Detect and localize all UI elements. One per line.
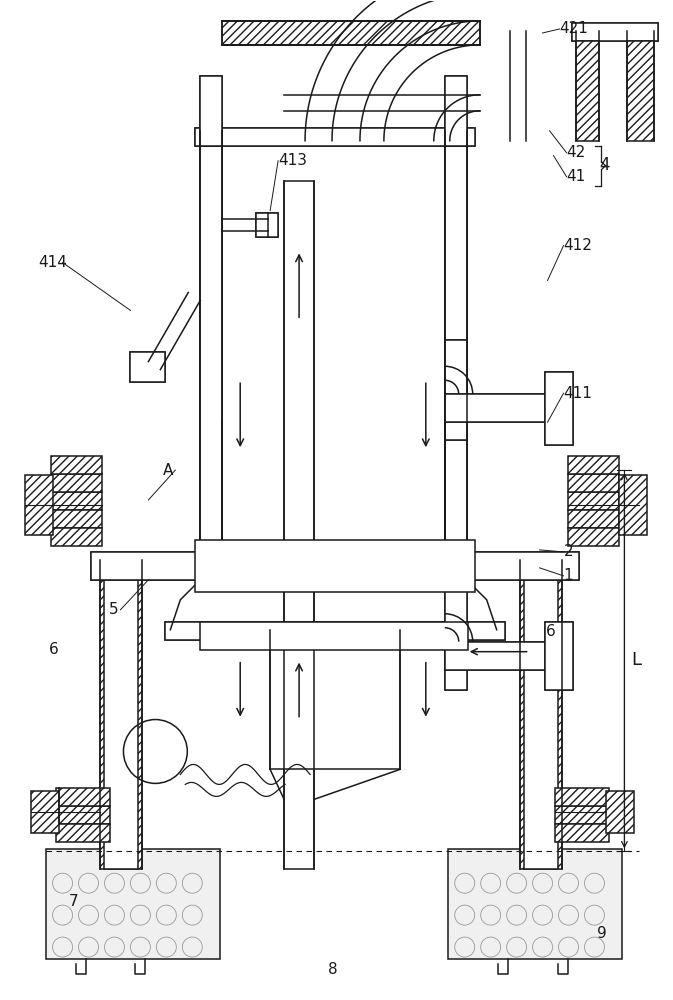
Bar xyxy=(56,788,110,806)
Bar xyxy=(445,76,467,146)
Bar xyxy=(131,352,166,382)
Bar xyxy=(166,622,505,640)
Bar xyxy=(555,788,610,806)
Bar xyxy=(50,510,102,528)
Bar xyxy=(56,824,110,842)
Bar xyxy=(90,552,579,580)
Bar xyxy=(104,560,139,869)
Bar xyxy=(90,552,579,580)
Bar xyxy=(222,21,480,45)
Bar xyxy=(445,642,565,670)
Text: 8: 8 xyxy=(328,962,338,977)
Bar xyxy=(50,492,102,510)
Bar xyxy=(195,128,474,146)
Bar xyxy=(222,21,480,45)
Bar xyxy=(31,791,59,833)
Bar xyxy=(46,849,220,959)
Bar xyxy=(445,642,565,670)
Bar xyxy=(520,560,561,869)
Bar xyxy=(445,131,467,560)
Bar xyxy=(50,456,102,474)
Bar xyxy=(445,131,467,560)
Bar xyxy=(571,23,658,41)
Bar xyxy=(445,394,569,422)
Bar xyxy=(201,76,222,146)
Bar xyxy=(448,849,623,959)
Bar xyxy=(201,76,222,146)
Text: 6: 6 xyxy=(48,642,59,657)
Bar xyxy=(567,528,619,546)
Bar xyxy=(256,213,278,237)
Bar xyxy=(445,76,467,146)
Bar xyxy=(50,528,102,546)
Bar xyxy=(575,41,600,141)
Text: 414: 414 xyxy=(38,255,67,270)
Bar xyxy=(50,474,102,492)
Bar xyxy=(25,475,52,535)
Text: 413: 413 xyxy=(278,153,307,168)
Bar xyxy=(256,213,278,237)
Bar xyxy=(100,560,143,869)
Bar xyxy=(166,622,505,640)
Text: 411: 411 xyxy=(563,386,592,401)
Bar xyxy=(567,492,619,510)
Bar xyxy=(270,630,400,769)
Bar xyxy=(555,824,610,842)
Text: 41: 41 xyxy=(567,169,586,184)
Bar xyxy=(445,340,467,440)
Bar xyxy=(544,372,573,445)
Bar xyxy=(284,181,314,869)
Bar xyxy=(606,791,635,833)
Text: 6: 6 xyxy=(546,624,555,639)
Bar xyxy=(445,580,467,690)
Bar xyxy=(627,41,654,141)
Bar xyxy=(619,475,647,535)
Bar xyxy=(131,352,166,382)
Text: A: A xyxy=(164,463,174,478)
Text: 7: 7 xyxy=(69,894,78,909)
Bar xyxy=(544,622,573,690)
Bar xyxy=(567,510,619,528)
Text: 42: 42 xyxy=(567,145,586,160)
Text: L: L xyxy=(631,651,641,669)
Text: 421: 421 xyxy=(559,21,588,36)
Bar xyxy=(445,580,467,690)
Bar xyxy=(201,131,222,560)
Bar xyxy=(524,560,557,869)
Text: 1: 1 xyxy=(563,568,573,583)
Bar xyxy=(567,456,619,474)
Text: 2: 2 xyxy=(563,544,573,559)
Bar xyxy=(555,806,610,824)
Bar xyxy=(544,372,573,445)
Bar xyxy=(571,23,658,41)
Bar xyxy=(567,474,619,492)
Text: 412: 412 xyxy=(563,238,592,253)
Text: 4: 4 xyxy=(600,156,610,174)
Bar xyxy=(195,128,474,146)
Bar xyxy=(445,340,467,440)
Text: 5: 5 xyxy=(108,602,118,617)
Bar xyxy=(201,131,222,560)
Bar xyxy=(445,394,569,422)
Bar xyxy=(56,806,110,824)
Bar xyxy=(544,622,573,690)
Bar xyxy=(201,622,468,650)
Bar xyxy=(195,540,474,592)
Text: 9: 9 xyxy=(598,926,607,941)
